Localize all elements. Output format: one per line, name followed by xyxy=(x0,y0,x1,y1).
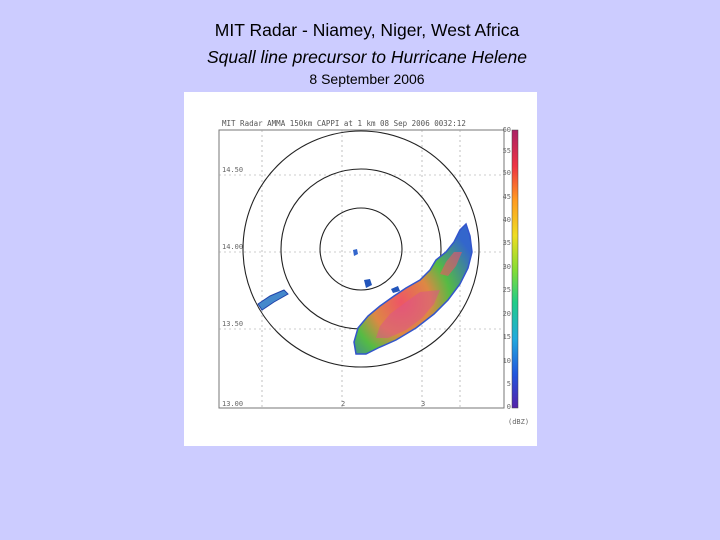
radar-echoes xyxy=(257,222,473,355)
colorbar-tick: 30 xyxy=(503,263,511,271)
colorbar-tick: 60 xyxy=(503,126,511,134)
colorbar-tick: 10 xyxy=(503,357,511,365)
squall-line-core xyxy=(376,290,440,338)
slide-title: MIT Radar - Niamey, Niger, West Africa xyxy=(214,20,520,40)
colorbar xyxy=(511,129,519,409)
lat-label: 13.50 xyxy=(222,320,243,328)
colorbar-tick: 35 xyxy=(503,239,511,247)
radar-image: MIT Radar AMMA 150km CAPPI at 1 km 08 Se… xyxy=(184,92,537,446)
small-echo-cell xyxy=(391,286,400,293)
west-echo-band xyxy=(257,289,289,311)
squall-line-core-2 xyxy=(440,252,462,276)
colorbar-tick: 25 xyxy=(503,286,511,294)
colorbar-tick: 55 xyxy=(503,147,511,155)
lat-label: 14.00 xyxy=(222,243,243,251)
squall-line-echo xyxy=(353,222,473,355)
colorbar-tick: 40 xyxy=(503,216,511,224)
colorbar-tick: 0 xyxy=(507,403,511,411)
colorbar-tick: 15 xyxy=(503,333,511,341)
colorbar-tick: 5 xyxy=(507,380,511,388)
lon-label: 2 xyxy=(341,400,345,408)
radar-header: MIT Radar AMMA 150km CAPPI at 1 km 08 Se… xyxy=(222,119,466,128)
slide-date: 8 September 2006 xyxy=(309,71,425,87)
lat-label: 13.00 xyxy=(222,400,243,408)
lat-lon-grid xyxy=(219,130,504,408)
colorbar-tick: 20 xyxy=(503,310,511,318)
lon-label: 3 xyxy=(421,400,425,408)
slide-subtitle: Squall line precursor to Hurricane Helen… xyxy=(206,47,528,67)
small-echo-cell xyxy=(353,249,358,256)
colorbar-tick: 45 xyxy=(503,193,511,201)
small-echo-cell xyxy=(364,279,372,288)
lat-label: 14.50 xyxy=(222,166,243,174)
colorbar-unit: (dBZ) xyxy=(508,418,529,426)
colorbar-tick: 50 xyxy=(503,169,511,177)
